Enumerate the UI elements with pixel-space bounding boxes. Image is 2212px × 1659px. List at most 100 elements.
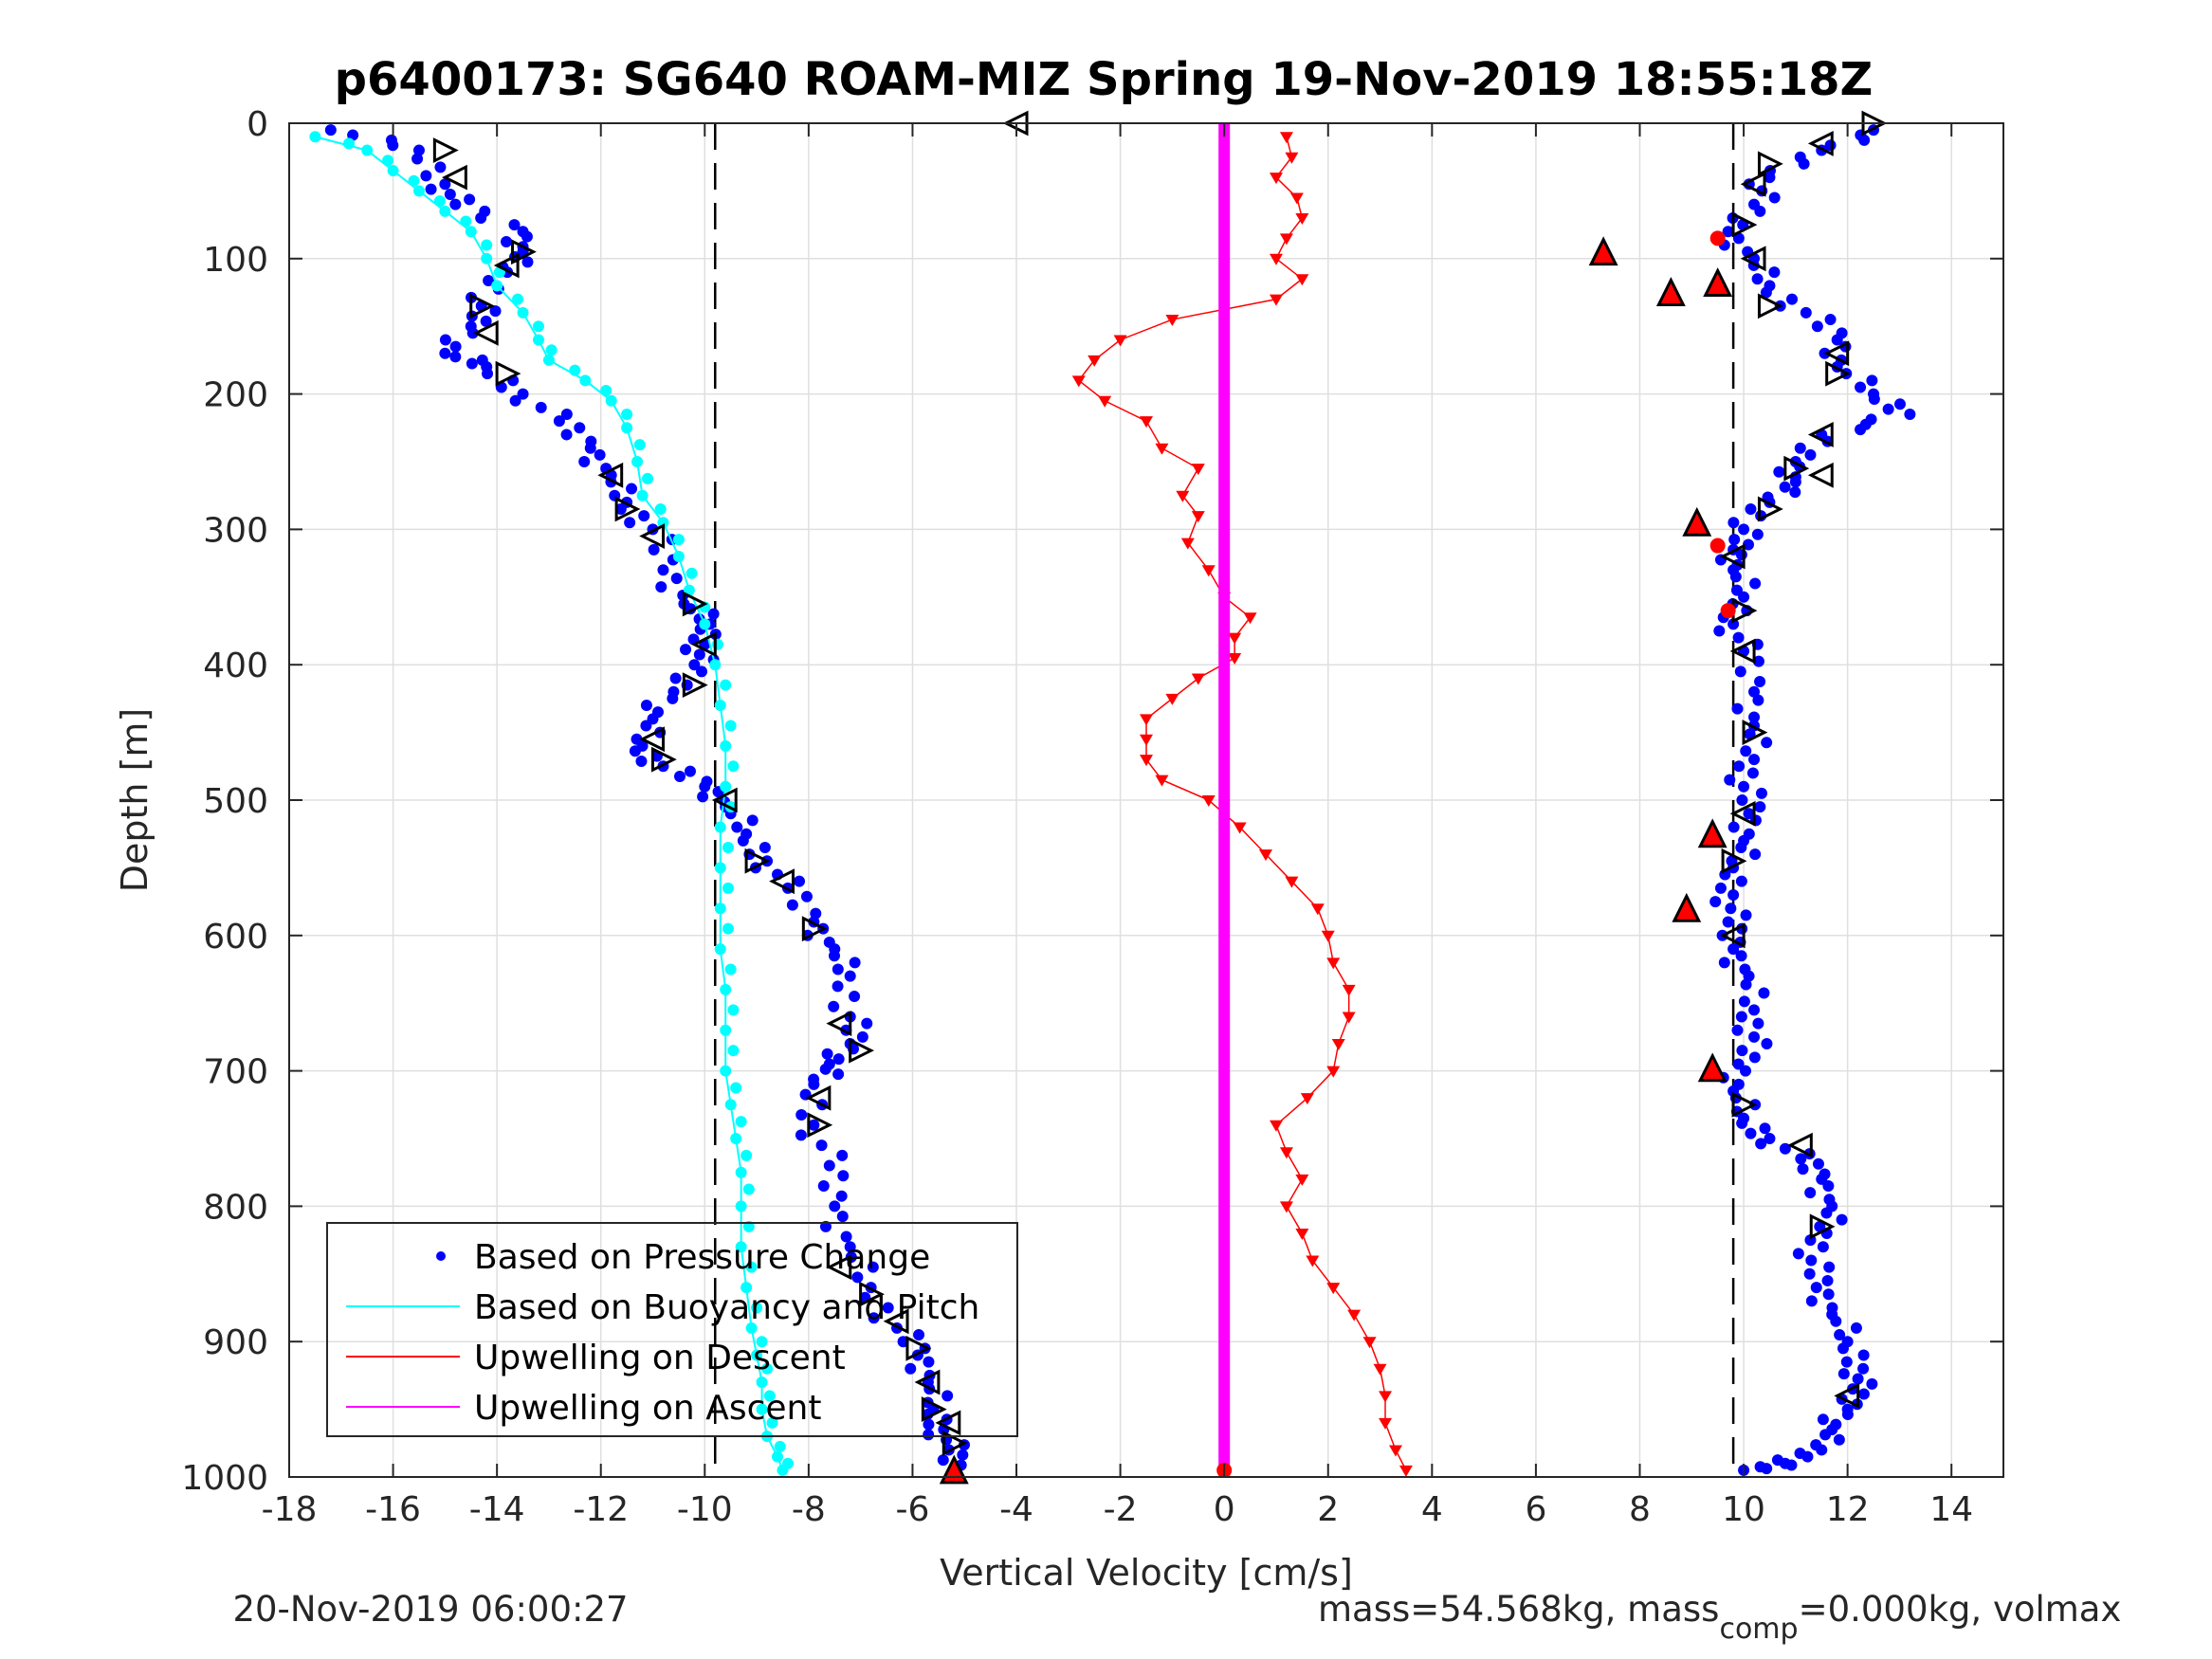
pressure-point bbox=[815, 1139, 828, 1152]
descent-marker bbox=[1180, 538, 1195, 550]
pressure-point bbox=[1857, 1388, 1870, 1400]
descent-marker bbox=[1269, 294, 1283, 306]
pressure-point bbox=[1752, 655, 1764, 667]
buoyancy-point bbox=[714, 862, 726, 874]
dive-marker bbox=[914, 1369, 941, 1395]
buoyancy-point bbox=[745, 1261, 758, 1273]
pressure-point bbox=[1904, 409, 1916, 421]
descent-marker bbox=[1279, 233, 1293, 246]
descent-marker bbox=[1326, 1066, 1341, 1078]
buoyancy-point bbox=[709, 659, 722, 671]
y-tick-label: 700 bbox=[203, 1053, 268, 1092]
pressure-point bbox=[1785, 1459, 1798, 1471]
x-tick-label: -18 bbox=[262, 1490, 318, 1529]
buoyancy-point bbox=[756, 1403, 768, 1415]
pressure-point bbox=[1742, 538, 1754, 551]
pressure-point bbox=[836, 1149, 849, 1161]
buoyancy-point bbox=[727, 1004, 740, 1016]
pressure-point bbox=[1749, 848, 1762, 861]
event-marker bbox=[1697, 1052, 1728, 1083]
pressure-point bbox=[1866, 374, 1878, 387]
buoyancy-point bbox=[621, 409, 633, 421]
legend-label: Upwelling on Descent bbox=[474, 1339, 846, 1377]
descent-marker bbox=[1306, 1255, 1320, 1267]
dive-markers bbox=[432, 110, 1888, 1456]
pressure-point bbox=[1831, 334, 1843, 346]
dive-marker bbox=[744, 848, 771, 874]
pressure-point bbox=[1714, 882, 1727, 894]
pressure-point bbox=[1858, 134, 1871, 146]
descent-marker bbox=[1300, 1093, 1314, 1105]
pressure-point bbox=[560, 409, 573, 421]
buoyancy-point bbox=[727, 760, 740, 773]
pressure-point bbox=[731, 821, 743, 833]
pressure-point bbox=[640, 700, 652, 712]
descent-marker bbox=[1279, 132, 1293, 144]
dive-marker bbox=[1719, 922, 1746, 949]
pressure-point bbox=[1735, 1011, 1747, 1023]
pressure-point bbox=[1736, 1117, 1748, 1129]
pressure-point bbox=[1754, 676, 1766, 688]
pressure-point bbox=[1857, 1349, 1870, 1361]
pressure-point bbox=[1816, 1444, 1828, 1456]
event-marker bbox=[1672, 892, 1702, 922]
descent-marker bbox=[1228, 632, 1242, 645]
event-marker bbox=[1588, 236, 1618, 266]
pressure-point bbox=[1740, 978, 1752, 991]
buoyancy-point bbox=[343, 137, 356, 150]
pressure-point bbox=[1738, 995, 1750, 1008]
pressure-point bbox=[1797, 1163, 1809, 1176]
pressure-point bbox=[737, 834, 749, 847]
dive-marker bbox=[690, 631, 717, 658]
pressure-point bbox=[489, 305, 502, 318]
y-tick-label: 1000 bbox=[181, 1459, 268, 1498]
dive-marker bbox=[495, 360, 521, 387]
dive-marker bbox=[1729, 638, 1756, 665]
x-tick-label: 4 bbox=[1421, 1490, 1443, 1529]
pressure-point bbox=[508, 219, 521, 231]
pressure-point bbox=[1800, 306, 1812, 319]
pressure-point bbox=[584, 442, 596, 454]
pressure-point bbox=[669, 672, 682, 684]
pressure-point bbox=[1822, 1179, 1835, 1192]
pressure-point bbox=[1811, 320, 1823, 333]
dive-marker bbox=[859, 1281, 885, 1307]
pressure-point bbox=[1824, 314, 1837, 326]
pressure-point bbox=[521, 256, 534, 268]
pressure-point bbox=[449, 340, 462, 353]
descent-marker bbox=[1379, 1391, 1393, 1403]
descent-marker bbox=[1362, 1337, 1377, 1349]
pressure-point bbox=[412, 144, 425, 156]
pressure-point bbox=[1734, 665, 1746, 678]
pressure-point bbox=[1836, 1213, 1848, 1226]
pressure-point bbox=[648, 543, 660, 556]
pressure-point bbox=[1748, 685, 1761, 698]
pressure-point bbox=[1814, 1220, 1826, 1232]
pressure-point bbox=[1779, 1142, 1791, 1155]
buoyancy-point bbox=[720, 679, 732, 691]
buoyancy-point bbox=[433, 195, 446, 208]
pressure-point bbox=[1729, 571, 1742, 583]
pressure-point bbox=[697, 791, 709, 803]
pressure-point bbox=[640, 720, 652, 732]
buoyancy-point bbox=[408, 174, 420, 187]
dive-marker bbox=[941, 1430, 968, 1456]
pressure-point bbox=[835, 1190, 848, 1202]
pressure-point bbox=[1855, 381, 1867, 393]
dive-marker bbox=[597, 462, 624, 488]
pressure-point bbox=[800, 890, 813, 902]
buoyancy-point bbox=[740, 1149, 753, 1161]
pressure-point bbox=[1748, 1030, 1761, 1043]
pressure-point bbox=[882, 1302, 894, 1314]
pressure-point bbox=[1728, 943, 1740, 956]
pressure-point bbox=[1833, 1433, 1845, 1446]
event-marker bbox=[1682, 506, 1712, 537]
x-tick-label: -6 bbox=[896, 1490, 930, 1529]
y-tick-label: 500 bbox=[203, 782, 268, 821]
pressure-point bbox=[1779, 481, 1791, 493]
pressure-point bbox=[501, 235, 513, 247]
pressure-point bbox=[786, 899, 798, 911]
dive-marker bbox=[826, 1254, 852, 1281]
series-upwelling-descent bbox=[1071, 132, 1413, 1477]
pressure-point bbox=[1732, 1058, 1745, 1070]
